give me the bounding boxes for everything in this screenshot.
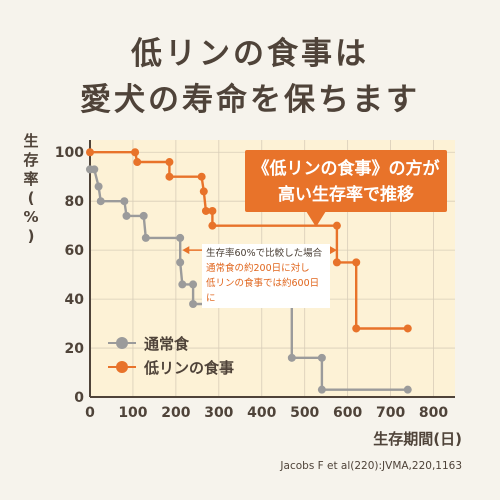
legend-item-normal: 通常食 xyxy=(108,331,234,355)
y-tick-label: 60 xyxy=(65,243,85,259)
y-axis-label-char: % xyxy=(23,208,39,226)
series-point-1 xyxy=(133,158,142,167)
y-axis-label-char: 存 xyxy=(23,151,39,169)
y-tick-label: 100 xyxy=(55,145,84,161)
series-point-0 xyxy=(90,165,99,174)
series-point-0 xyxy=(141,233,150,242)
x-tick-label: 700 xyxy=(376,405,405,421)
series-point-0 xyxy=(96,197,105,206)
series-point-1 xyxy=(208,206,217,215)
series-point-1 xyxy=(165,158,174,167)
callout-line1: 《低リンの食事》の方が xyxy=(252,159,440,179)
series-point-1 xyxy=(131,148,140,157)
x-tick-label: 100 xyxy=(118,405,147,421)
series-point-1 xyxy=(208,221,217,230)
note-line3: 低リンの食事では約600日に xyxy=(206,278,320,304)
series-point-0 xyxy=(403,385,412,394)
series-point-1 xyxy=(352,324,361,333)
headline-line1: 低リンの食事は xyxy=(131,36,369,72)
y-axis-label: 生 存 率 ( % ) xyxy=(14,132,48,246)
callout-tail xyxy=(306,211,326,227)
callout-box: 《低リンの食事》の方が 高い生存率で推移 xyxy=(245,150,447,212)
callout-line2: 高い生存率で推移 xyxy=(278,185,414,205)
y-axis-label-char: 生 xyxy=(23,132,39,150)
y-tick-label: 20 xyxy=(65,341,85,357)
series-point-1 xyxy=(332,221,341,230)
series-point-1 xyxy=(165,172,174,181)
comparison-arrow-head-right xyxy=(329,246,337,255)
series-point-1 xyxy=(199,187,208,196)
x-tick-label: 600 xyxy=(333,405,362,421)
note-line2: 通常食の約200日に対し xyxy=(206,263,310,274)
series-point-0 xyxy=(287,353,296,362)
series-point-1 xyxy=(197,172,206,181)
x-tick-label: 300 xyxy=(204,405,233,421)
legend: 通常食 低リンの食事 xyxy=(108,331,234,379)
legend-swatch-normal xyxy=(108,336,136,350)
series-point-0 xyxy=(178,280,187,289)
series-point-0 xyxy=(122,211,131,220)
x-tick-label: 500 xyxy=(290,405,319,421)
y-tick-label: 80 xyxy=(65,194,85,210)
x-tick-label: 200 xyxy=(161,405,190,421)
source-citation: Jacobs F et al(220):JVMA,220,1163 xyxy=(280,460,462,472)
series-point-0 xyxy=(139,211,148,220)
y-axis-label-char: 率 xyxy=(23,170,39,188)
x-axis-label: 生存期間(日) xyxy=(373,430,462,448)
y-tick-label: 0 xyxy=(74,390,84,406)
series-point-1 xyxy=(332,258,341,267)
legend-swatch-lowphos xyxy=(108,360,136,374)
x-tick-label: 800 xyxy=(419,405,448,421)
series-point-0 xyxy=(94,182,103,191)
series-point-0 xyxy=(176,258,185,267)
x-tick-label: 0 xyxy=(85,405,95,421)
series-point-0 xyxy=(317,385,326,394)
series-point-1 xyxy=(352,258,361,267)
y-axis-label-char: ) xyxy=(27,227,35,245)
x-tick-label: 400 xyxy=(247,405,276,421)
legend-item-lowphos: 低リンの食事 xyxy=(108,355,234,379)
series-point-1 xyxy=(201,206,210,215)
y-tick-label: 40 xyxy=(65,292,85,308)
series-point-1 xyxy=(403,324,412,333)
series-point-0 xyxy=(189,280,198,289)
series-point-0 xyxy=(317,353,326,362)
series-point-0 xyxy=(189,299,198,308)
headline-line2: 愛犬の寿命を保ちます xyxy=(80,82,420,118)
legend-label-lowphos: 低リンの食事 xyxy=(144,358,235,377)
series-point-0 xyxy=(176,233,185,242)
y-axis-label-char: ( xyxy=(27,189,35,207)
series-point-0 xyxy=(120,197,129,206)
comparison-note: 生存率60%で比較した場合 通常食の約200日に対し 低リンの食事では約600日… xyxy=(202,244,330,308)
series-point-1 xyxy=(86,148,94,157)
legend-label-normal: 通常食 xyxy=(144,334,190,353)
note-line1: 生存率60%で比較した場合 xyxy=(206,248,323,259)
comparison-arrow-head-left xyxy=(182,246,190,255)
